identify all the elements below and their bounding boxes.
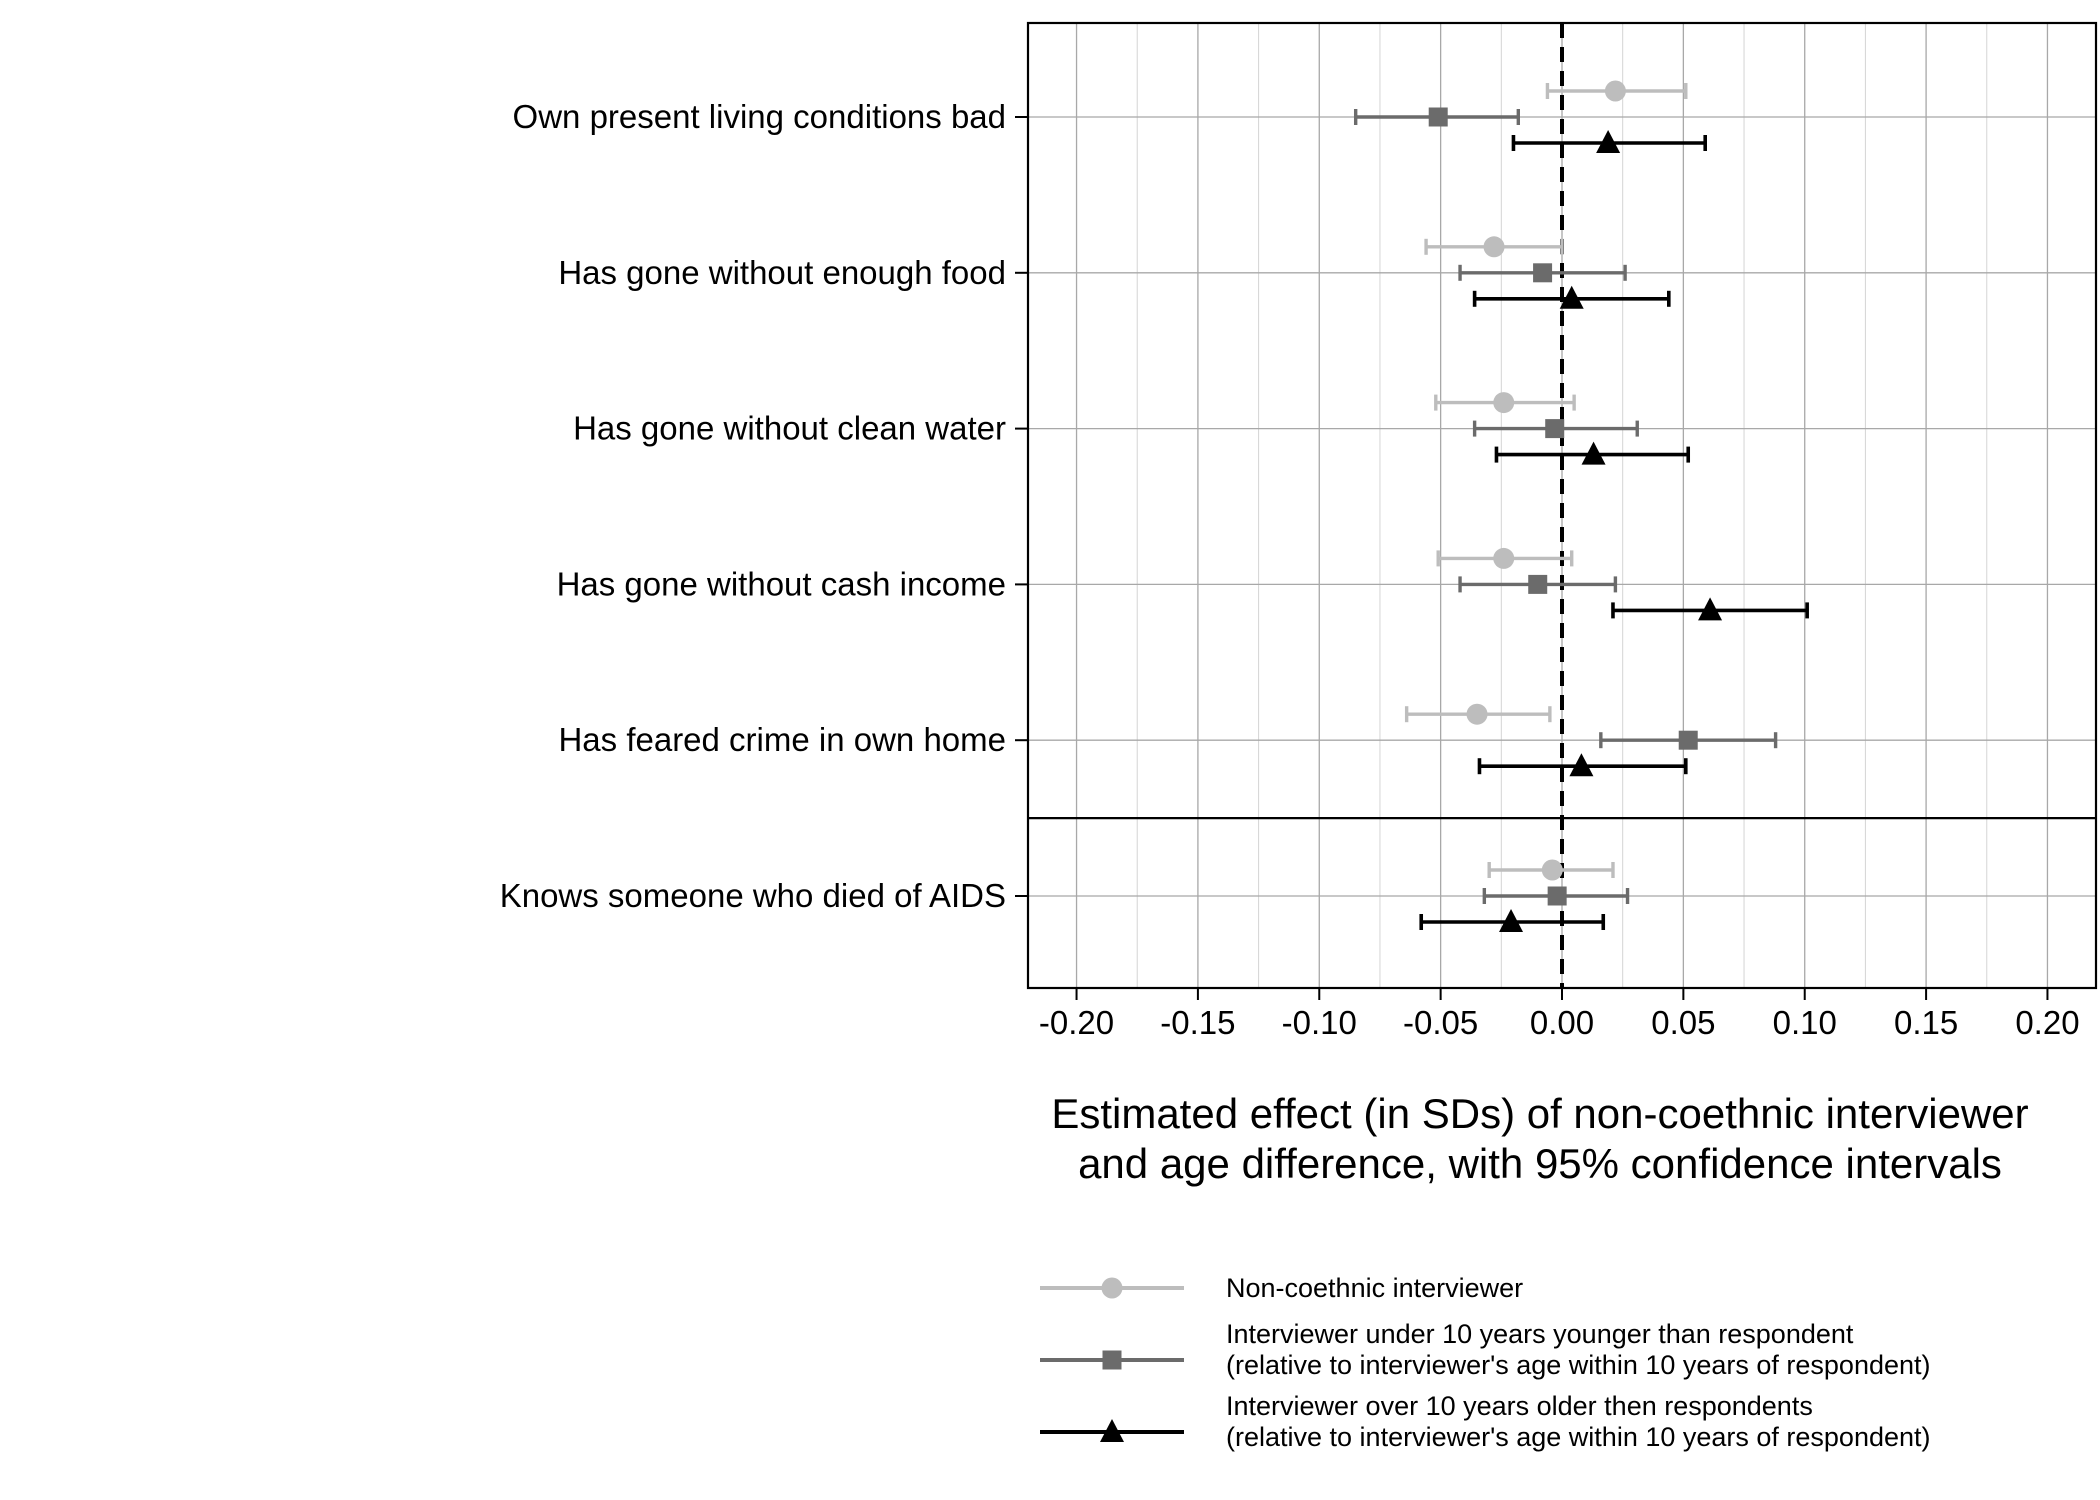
gridlines [1028, 23, 2096, 988]
point-estimate-marker [1569, 753, 1594, 777]
legend-item: Interviewer under 10 years younger than … [1040, 1319, 1931, 1380]
category-label: Has gone without clean water [573, 410, 1006, 447]
legend-item: Non-coethnic interviewer [1040, 1273, 1523, 1303]
x-tick-label: 0.00 [1530, 1004, 1594, 1041]
point-estimate-marker [1499, 909, 1524, 932]
legend-marker-swatch [1102, 1350, 1122, 1370]
x-tick-label: -0.05 [1403, 1004, 1478, 1041]
category-label: Has gone without enough food [558, 254, 1006, 291]
x-axis-label-line-1: Estimated effect (in SDs) of non-coethni… [1051, 1090, 2028, 1137]
series-group [1419, 130, 1809, 932]
point-estimate-marker [1547, 886, 1567, 906]
x-tick-label: -0.20 [1039, 1004, 1114, 1041]
category-labels: Own present living conditions bad Has gon… [500, 98, 1028, 914]
legend-marker-swatch [1100, 1419, 1124, 1442]
point-estimate-marker [1596, 130, 1621, 153]
legend-label: Non-coethnic interviewer [1226, 1273, 1523, 1303]
point-estimate-marker [1698, 597, 1723, 621]
category-label: Knows someone who died of AIDS [500, 877, 1006, 914]
series-group [1404, 80, 1688, 881]
x-tick-label: -0.15 [1160, 1004, 1235, 1041]
point-estimate-marker [1483, 236, 1505, 258]
point-estimate-marker [1541, 859, 1563, 881]
legend-label: (relative to interviewer's age within 10… [1226, 1422, 1931, 1452]
legend-item: Interviewer over 10 years older then res… [1040, 1391, 1931, 1452]
legend-marker-swatch [1101, 1277, 1123, 1299]
legend: Non-coethnic interviewer Interviewer unde… [1040, 1273, 1931, 1452]
point-estimate-marker [1528, 574, 1548, 594]
legend-label: (relative to interviewer's age within 10… [1226, 1350, 1931, 1380]
legend-label: Interviewer over 10 years older then res… [1226, 1391, 1813, 1421]
point-estimate-marker [1545, 419, 1565, 439]
x-tick-label: 0.10 [1773, 1004, 1837, 1041]
series-group [1353, 107, 1778, 906]
point-estimate-marker [1678, 730, 1698, 750]
x-tick-label: 0.05 [1651, 1004, 1715, 1041]
x-tick-label: -0.10 [1282, 1004, 1357, 1041]
point-estimate-marker [1533, 263, 1553, 283]
point-estimate-marker [1466, 703, 1488, 725]
x-axis-ticks: -0.20 -0.15 -0.10 -0.05 0.00 0.05 0.10 0.15 0.20 [1039, 988, 2080, 1041]
x-tick-label: 0.20 [2015, 1004, 2079, 1041]
point-estimate-marker [1493, 392, 1515, 414]
x-axis-label-line-2: and age difference, with 95% confidence … [1078, 1140, 2002, 1187]
series-marks [1353, 80, 1809, 932]
category-label: Own present living conditions bad [513, 98, 1006, 135]
point-estimate-marker [1428, 107, 1448, 127]
point-estimate-marker [1559, 285, 1584, 309]
category-label: Has gone without cash income [557, 565, 1006, 602]
point-estimate-marker [1604, 80, 1626, 102]
point-estimate-marker [1493, 547, 1515, 569]
legend-label: Interviewer under 10 years younger than … [1226, 1319, 1854, 1349]
point-estimate-marker [1581, 441, 1606, 465]
category-label: Has feared crime in own home [558, 721, 1006, 758]
x-tick-label: 0.15 [1894, 1004, 1958, 1041]
